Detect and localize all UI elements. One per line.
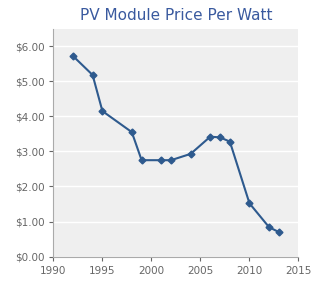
Title: PV Module Price Per Watt: PV Module Price Per Watt [80, 8, 272, 23]
